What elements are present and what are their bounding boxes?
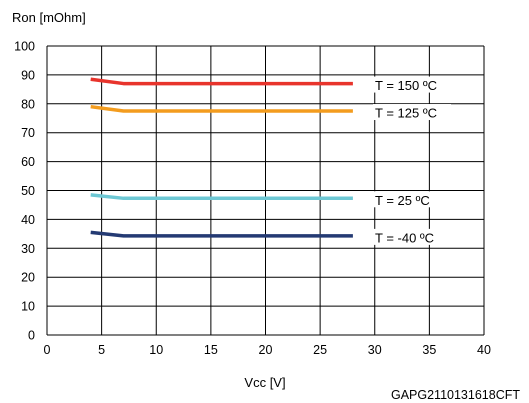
y-tick-label: 40 [21,213,35,227]
series-label: T = -40 ºC [375,230,434,245]
y-axis-label: Ron [mOhm] [12,10,86,25]
series-label: T = 150 ºC [375,78,437,93]
y-tick-label: 10 [21,300,35,314]
y-tick-label: 60 [21,155,35,169]
series-line [90,104,353,113]
y-tick-label: 80 [21,97,35,111]
series-label-bg [373,228,451,245]
series-lines [90,77,353,238]
y-tick-label: 50 [21,184,35,198]
y-tick-labels: 0 10 20 30 40 50 60 70 80 90 100 [14,40,35,343]
x-tick-label: 0 [44,343,51,357]
series-label-bg [373,76,451,93]
series-label: T = 25 ºC [375,193,430,208]
y-tick-label: 90 [21,68,35,82]
x-tick-label: 35 [422,343,436,357]
x-tick-labels: 0 5 10 15 20 25 30 35 40 [44,343,491,357]
y-tick-label: 20 [21,271,35,285]
grid [46,45,485,336]
series-label-bg [373,104,451,121]
x-tick-label: 20 [259,343,273,357]
series-line [90,230,353,238]
series-labels: T = 150 ºC T = 125 ºC T = 25 ºC T = -40 ºC [373,76,451,245]
y-tick-label: 0 [28,329,35,343]
x-axis-label: Vcc [V] [244,375,285,390]
series-label-bg [373,191,451,208]
y-tick-label: 100 [14,40,35,54]
y-tick-label: 70 [21,126,35,140]
x-tick-label: 5 [98,343,105,357]
x-tick-label: 25 [313,343,327,357]
x-tick-label: 15 [204,343,218,357]
series-line [90,77,353,86]
x-tick-label: 10 [149,343,163,357]
series-line [90,193,353,201]
figure-code: GAPG2110131618CFT [391,388,520,402]
series-label: T = 125 ºC [375,106,437,121]
y-tick-label: 30 [21,242,35,256]
x-tick-label: 40 [477,343,491,357]
x-tick-label: 30 [368,343,382,357]
